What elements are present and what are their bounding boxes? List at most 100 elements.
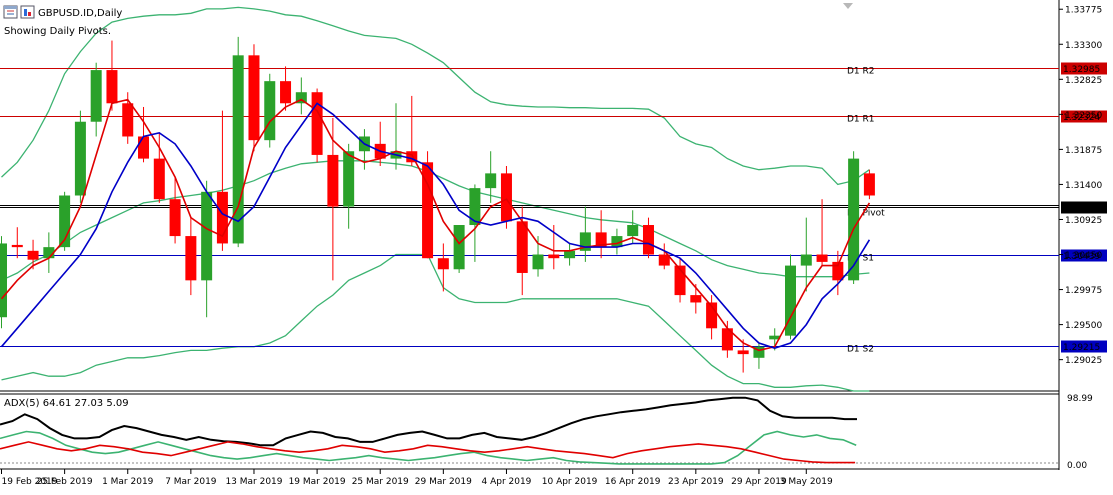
time-tick-label: 25 Mar 2019: [352, 477, 409, 487]
adx-tick-label: 0.00: [1067, 461, 1087, 471]
price-tick-label: 1.29975: [1065, 286, 1102, 296]
pivot-price-tag: [1061, 201, 1107, 214]
chart-window-icon[interactable]: [3, 5, 18, 19]
candle-body: [437, 258, 449, 270]
candle-body: [74, 121, 86, 196]
candle-body: [785, 265, 796, 336]
candle-body: [27, 250, 39, 260]
price-tick-label: 1.32350: [1065, 111, 1102, 121]
candle-body: [816, 254, 828, 262]
candle-body: [706, 302, 718, 329]
candle-body: [248, 55, 260, 141]
candle-body: [863, 173, 875, 196]
candle-body: [548, 254, 560, 259]
candle-body: [153, 158, 165, 200]
adx-panel: 98.99 0.00: [0, 394, 1093, 471]
candle-body: [627, 225, 639, 237]
time-tick-label: 23 Apr 2019: [668, 477, 724, 487]
pivot-price-tag: [1061, 62, 1107, 75]
bb-line-upper: [1, 6, 870, 186]
price-tick-label: 1.33300: [1065, 41, 1102, 51]
candle-body: [595, 232, 607, 248]
pivot-price: 1.30439: [1063, 252, 1100, 262]
adx-plus-di-line: [0, 430, 857, 465]
symbol-title: GBPUSD.ID,Daily: [38, 8, 122, 19]
time-tick-label: 19 Feb 2019: [2, 477, 58, 487]
price-tick-label: 1.33775: [1065, 6, 1102, 16]
pivot-label: D1 R2: [847, 67, 875, 77]
ma-slow-line: [0, 102, 871, 350]
pivot-price: 1.31100: [1063, 204, 1100, 214]
time-tick-label: 25 Feb 2019: [37, 477, 93, 487]
price-tick-label: 1.32825: [1065, 76, 1102, 86]
pivot-label: D1 S1: [847, 254, 874, 264]
price-tick-label: 1.31400: [1065, 181, 1102, 191]
candle-body: [264, 81, 276, 141]
candle-body: [516, 221, 528, 273]
candle-body: [737, 350, 749, 355]
pivot-price: 1.29215: [1063, 343, 1100, 353]
indicator-icon[interactable]: [20, 5, 35, 19]
time-tick-label: 7 Mar 2019: [165, 477, 217, 487]
price-axis: 1.33775 1.33300 1.32825 1.32350 1.31875 1.314…: [1059, 6, 1102, 366]
candle-body: [106, 70, 118, 104]
candle-body: [280, 81, 292, 104]
adx-main-line: [0, 396, 857, 447]
candle-body: [658, 254, 670, 266]
time-tick-label: 16 Apr 2019: [605, 477, 661, 487]
scroll-marker-icon[interactable]: [843, 3, 853, 9]
time-tick-label: 29 Apr 2019: [731, 477, 787, 487]
candle-body: [216, 191, 228, 244]
candle-body: [564, 250, 576, 259]
price-tick-label: 1.30925: [1065, 216, 1102, 226]
adx-tick-label: 98.99: [1067, 394, 1093, 404]
main-chart-panel: [0, 0, 1060, 470]
adx-minus-di-line: [0, 441, 856, 464]
candle-body: [343, 151, 355, 207]
candle-body: [579, 232, 591, 251]
time-tick-label: 4 Apr 2019: [481, 477, 531, 487]
candle-body: [848, 158, 860, 281]
pivot-price: 1.32324: [1063, 113, 1100, 123]
candle-body: [0, 243, 7, 318]
price-tick-label: 1.30450: [1065, 251, 1102, 261]
candle-body: [59, 195, 71, 248]
candle-body: [674, 265, 686, 296]
candle-body: [311, 92, 323, 155]
pivot-price-tag: [1061, 340, 1107, 353]
pivot-subtitle: Showing Daily Pivots.: [4, 26, 111, 37]
candle-body: [800, 254, 812, 266]
time-tick-label: 3 May 2019: [780, 477, 833, 487]
bb-line-lower: [1, 253, 870, 392]
time-tick-label: 29 Mar 2019: [415, 477, 472, 487]
candle-body: [185, 236, 197, 281]
ma-fast-line: [0, 98, 871, 352]
price-tick-label: 1.29500: [1065, 321, 1102, 331]
candle-body: [138, 136, 150, 159]
candle-body: [611, 236, 623, 248]
candle-body: [721, 328, 733, 351]
pivot-label: D1 S2: [847, 345, 874, 355]
candle-body: [690, 295, 702, 303]
candle-body: [295, 92, 307, 104]
candle-body: [169, 199, 181, 237]
time-tick-label: 13 Mar 2019: [225, 477, 282, 487]
candle-body: [122, 103, 134, 137]
candle-body: [232, 55, 244, 244]
candle-body: [43, 247, 55, 259]
pivot-label: D1 Pivot: [847, 209, 885, 219]
candle-body: [469, 188, 481, 226]
pivot-price: 1.32985: [1063, 65, 1100, 75]
candle-body: [422, 162, 434, 259]
time-tick-label: 19 Mar 2019: [289, 477, 346, 487]
adx-title: ADX(5) 64.61 27.03 5.09: [4, 398, 129, 409]
candle-body: [500, 173, 512, 222]
candle-body: [753, 346, 765, 358]
price-tick-label: 1.29025: [1065, 356, 1102, 366]
candle-body: [769, 335, 781, 340]
candle-body: [406, 151, 418, 163]
candle-body: [832, 261, 844, 281]
candle-body: [90, 70, 102, 122]
